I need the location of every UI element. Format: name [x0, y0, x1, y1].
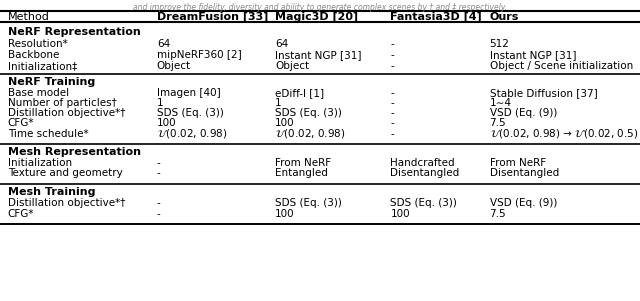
Text: From NeRF: From NeRF	[275, 158, 332, 168]
Text: Instant NGP [31]: Instant NGP [31]	[275, 50, 362, 60]
Text: 1: 1	[275, 98, 282, 108]
Text: SDS (Eq. (3)): SDS (Eq. (3))	[275, 108, 342, 118]
Text: -: -	[157, 158, 161, 168]
Text: -: -	[390, 39, 394, 49]
Text: VSD (Eq. (9)): VSD (Eq. (9))	[490, 108, 557, 118]
Text: CFG*: CFG*	[8, 118, 34, 128]
Text: Time schedule*: Time schedule*	[8, 129, 88, 139]
Text: Texture and geometry: Texture and geometry	[8, 168, 122, 178]
Text: Backbone: Backbone	[8, 50, 59, 60]
Text: 100: 100	[275, 209, 295, 219]
Text: Distillation objective*†: Distillation objective*†	[8, 198, 125, 208]
Text: -: -	[390, 118, 394, 128]
Text: Disentangled: Disentangled	[390, 168, 460, 178]
Text: 512: 512	[490, 39, 509, 49]
Text: Object / Scene initialization: Object / Scene initialization	[490, 61, 633, 71]
Text: mipNeRF360 [2]: mipNeRF360 [2]	[157, 50, 241, 60]
Text: -: -	[390, 129, 394, 139]
Text: Mesh Training: Mesh Training	[8, 187, 95, 197]
Text: Object: Object	[275, 61, 309, 71]
Text: NeRF Training: NeRF Training	[8, 77, 95, 87]
Text: Imagen [40]: Imagen [40]	[157, 88, 221, 98]
Text: Disentangled: Disentangled	[490, 168, 559, 178]
Text: -: -	[390, 61, 394, 71]
Text: -: -	[157, 198, 161, 208]
Text: DreamFusion [33]: DreamFusion [33]	[157, 11, 268, 22]
Text: 1: 1	[157, 98, 163, 108]
Text: Ours: Ours	[490, 11, 519, 21]
Text: VSD (Eq. (9)): VSD (Eq. (9))	[490, 198, 557, 208]
Text: SDS (Eq. (3)): SDS (Eq. (3))	[275, 198, 342, 208]
Text: Resolution*: Resolution*	[8, 39, 67, 49]
Text: Handcrafted: Handcrafted	[390, 158, 455, 168]
Text: NeRF Representation: NeRF Representation	[8, 27, 140, 37]
Text: -: -	[390, 88, 394, 98]
Text: Number of particles†: Number of particles†	[8, 98, 116, 108]
Text: 100: 100	[157, 118, 177, 128]
Text: and improve the fidelity, diversity and ability to generate complex scenes by † : and improve the fidelity, diversity and …	[133, 3, 507, 12]
Text: Magic3D [20]: Magic3D [20]	[275, 11, 358, 22]
Text: Fantasia3D [4]: Fantasia3D [4]	[390, 11, 482, 22]
Text: 7.5: 7.5	[490, 118, 506, 128]
Text: 100: 100	[275, 118, 295, 128]
Text: 7.5: 7.5	[490, 209, 506, 219]
Text: $\mathcal{U}$(0.02, 0.98) → $\mathcal{U}$(0.02, 0.5): $\mathcal{U}$(0.02, 0.98) → $\mathcal{U}…	[490, 128, 638, 141]
Text: eDiff-I [1]: eDiff-I [1]	[275, 88, 324, 98]
Text: Method: Method	[8, 11, 49, 21]
Text: Mesh Representation: Mesh Representation	[8, 147, 141, 157]
Text: -: -	[157, 209, 161, 219]
Text: 1∼4: 1∼4	[490, 98, 511, 108]
Text: $\mathcal{U}$(0.02, 0.98): $\mathcal{U}$(0.02, 0.98)	[157, 128, 227, 141]
Text: SDS (Eq. (3)): SDS (Eq. (3))	[390, 198, 457, 208]
Text: Entangled: Entangled	[275, 168, 328, 178]
Text: From NeRF: From NeRF	[490, 158, 546, 168]
Text: Instant NGP [31]: Instant NGP [31]	[490, 50, 576, 60]
Text: -: -	[390, 50, 394, 60]
Text: -: -	[390, 98, 394, 108]
Text: SDS (Eq. (3)): SDS (Eq. (3))	[157, 108, 223, 118]
Text: Base model: Base model	[8, 88, 69, 98]
Text: -: -	[157, 168, 161, 178]
Text: Object: Object	[157, 61, 191, 71]
Text: Initialization‡: Initialization‡	[8, 61, 77, 71]
Text: 64: 64	[275, 39, 289, 49]
Text: 64: 64	[157, 39, 170, 49]
Text: $\mathcal{U}$(0.02, 0.98): $\mathcal{U}$(0.02, 0.98)	[275, 128, 346, 141]
Text: 100: 100	[390, 209, 410, 219]
Text: -: -	[390, 108, 394, 118]
Text: Stable Diffusion [37]: Stable Diffusion [37]	[490, 88, 597, 98]
Text: Distillation objective*†: Distillation objective*†	[8, 108, 125, 118]
Text: CFG*: CFG*	[8, 209, 34, 219]
Text: Initialization: Initialization	[8, 158, 72, 168]
